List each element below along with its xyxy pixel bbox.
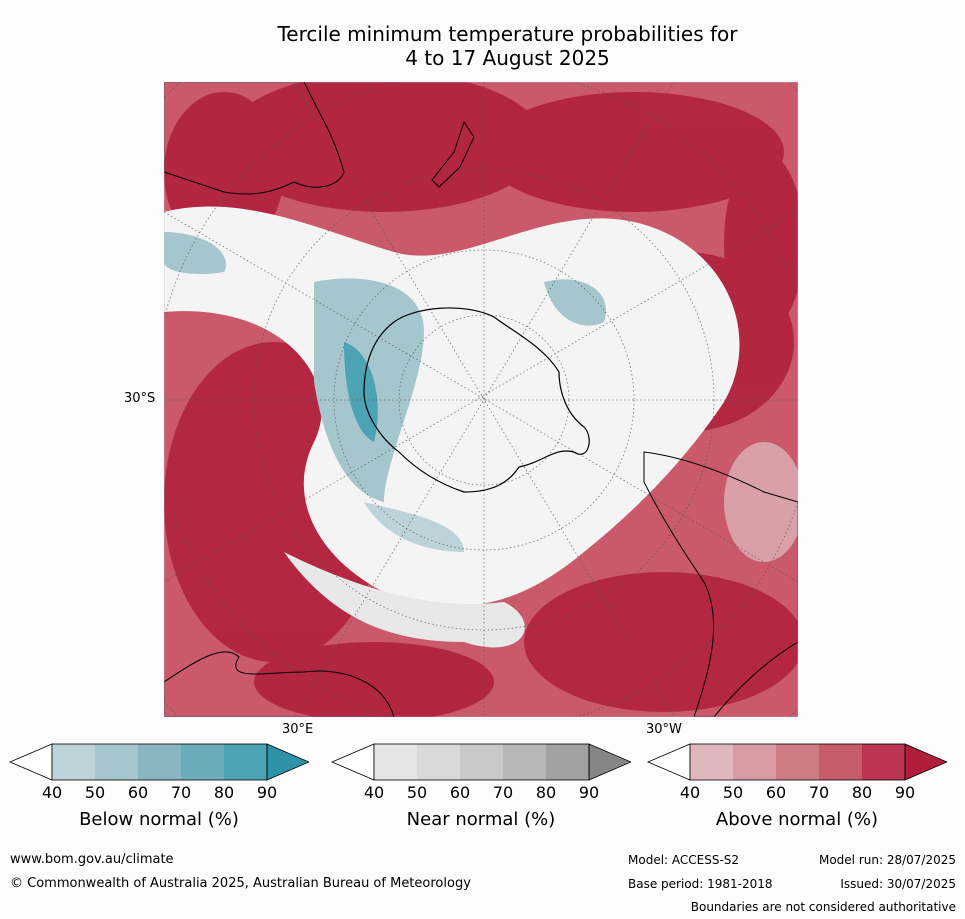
footer-model: Model: ACCESS-S2	[628, 853, 740, 867]
colorbar-extend-high	[588, 743, 633, 781]
colorbar-below-svg	[8, 743, 311, 781]
colorbar-tick-label: 90	[256, 783, 278, 802]
footer-website: www.bom.gov.au/climate	[10, 852, 174, 867]
colorbar-segment	[862, 744, 905, 780]
colorbar-tick-label: 40	[363, 783, 385, 802]
colorbar-tick-label: 90	[578, 783, 600, 802]
africa-coastline	[164, 651, 395, 717]
lat-label-30s: 30°S	[124, 391, 156, 406]
colorbar-extend-low	[8, 743, 53, 781]
colorbar-segment	[819, 744, 862, 780]
colorbar-above-normal: 40 50 60 70 80 90 Above normal (%)	[646, 743, 949, 833]
colorbar-tick-label: 80	[851, 783, 873, 802]
colorbar-tick-label: 90	[894, 783, 916, 802]
footer-issued: Issued: 30/07/2025	[840, 877, 956, 891]
probability-map	[164, 82, 798, 717]
title-line-2: 4 to 17 August 2025	[405, 46, 610, 70]
colorbar-tick-label: 80	[213, 783, 235, 802]
map-svg	[164, 82, 798, 717]
colorbar-segment	[417, 744, 460, 780]
colorbar-outline	[373, 743, 590, 781]
colorbar-tick-label: 50	[406, 783, 428, 802]
colorbar-extend-low	[330, 743, 375, 781]
map-title: Tercile minimum temperature probabilitie…	[0, 22, 965, 70]
colorbar-below-normal: 40 50 60 70 80 90 Below normal (%)	[8, 743, 311, 833]
colorbar-segment	[733, 744, 776, 780]
title-line-1: Tercile minimum temperature probabilitie…	[277, 22, 738, 46]
colorbar-segment	[460, 744, 503, 780]
colorbar-tick-label: 50	[84, 783, 106, 802]
colorbar-segment	[374, 744, 417, 780]
colorbar-below-label: Below normal (%)	[79, 809, 239, 830]
colorbar-tick-label: 60	[127, 783, 149, 802]
south-america-coastline	[643, 451, 798, 717]
colorbar-extend-high	[904, 743, 949, 781]
colorbar-outline	[51, 743, 268, 781]
australia-coastline	[164, 82, 345, 195]
colorbar-extend-high	[266, 743, 311, 781]
colorbar-above-svg	[646, 743, 949, 781]
colorbar-tick-label: 80	[535, 783, 557, 802]
colorbar-segment	[138, 744, 181, 780]
colorbar-segment	[503, 744, 546, 780]
colorbar-segment	[546, 744, 589, 780]
colorbar-tick-label: 70	[492, 783, 514, 802]
colorbar-tick-label: 70	[808, 783, 830, 802]
new-zealand-coastline	[431, 120, 475, 188]
footer-base-period: Base period: 1981-2018	[628, 877, 773, 891]
graticule	[164, 82, 798, 717]
colorbar-tick-label: 60	[765, 783, 787, 802]
colorbar-tick-label: 60	[449, 783, 471, 802]
colorbar-tick-label: 50	[722, 783, 744, 802]
colorbar-above-label: Above normal (%)	[715, 809, 879, 830]
colorbar-tick-label: 40	[679, 783, 701, 802]
colorbar-segment	[776, 744, 819, 780]
antarctica-coastline	[363, 307, 590, 493]
colorbar-outline	[689, 743, 906, 781]
colorbar-near-svg	[330, 743, 633, 781]
colorbar-segment	[181, 744, 224, 780]
footer-copyright: © Commonwealth of Australia 2025, Austra…	[10, 876, 471, 891]
lon-label-30w: 30°W	[646, 722, 682, 737]
footer-model-run: Model run: 28/07/2025	[818, 853, 956, 867]
colorbar-tick-label: 70	[170, 783, 192, 802]
colorbar-segment	[95, 744, 138, 780]
lon-label-30e: 30°E	[282, 722, 314, 737]
colorbar-extend-low	[646, 743, 691, 781]
footer-disclaimer: Boundaries are not considered authoritat…	[690, 900, 956, 914]
colorbar-tick-label: 40	[41, 783, 63, 802]
colorbar-segment	[52, 744, 95, 780]
colorbar-segment	[690, 744, 733, 780]
colorbar-near-label: Near normal (%)	[406, 809, 556, 830]
colorbar-near-normal: 40 50 60 70 80 90 Near normal (%)	[330, 743, 633, 833]
colorbar-segment	[224, 744, 267, 780]
